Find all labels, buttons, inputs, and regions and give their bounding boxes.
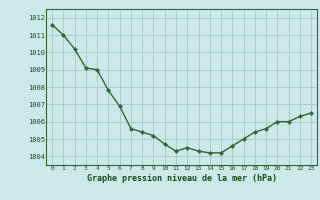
X-axis label: Graphe pression niveau de la mer (hPa): Graphe pression niveau de la mer (hPa) bbox=[87, 174, 276, 183]
